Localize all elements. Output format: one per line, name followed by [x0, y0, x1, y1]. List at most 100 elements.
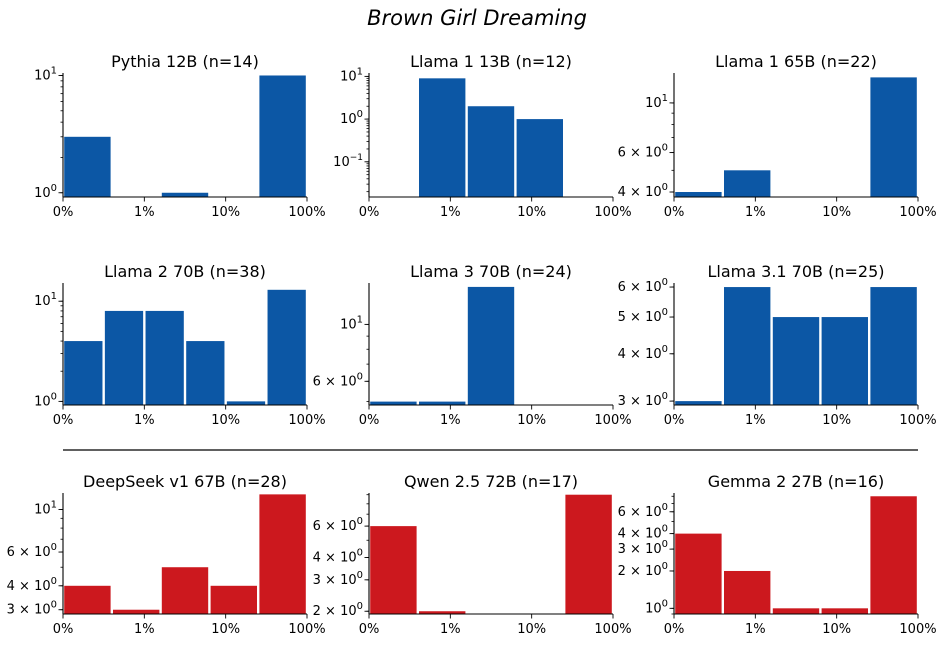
bar	[226, 401, 266, 405]
x-tick-label: 10%	[211, 413, 240, 428]
x-tick-label: 0%	[53, 205, 74, 220]
chart-panel: Llama 3.1 70B (n=25) 3 × 100 4 × 100 5 × 10…	[618, 262, 937, 428]
x-tick-label: 0%	[53, 413, 74, 428]
y-tick-label: 6 × 100	[313, 371, 363, 389]
bar	[64, 585, 111, 614]
bar	[467, 286, 515, 405]
x-tick-label: 10%	[517, 622, 546, 637]
chart-title: Llama 3 70B (n=24)	[410, 262, 572, 281]
chart-title: Llama 1 65B (n=22)	[715, 52, 877, 71]
bar	[113, 609, 160, 614]
bar	[675, 533, 722, 614]
x-tick-label: 1%	[745, 205, 766, 220]
chart-title: DeepSeek v1 67B (n=28)	[83, 472, 287, 491]
y-tick-label: 101	[340, 66, 363, 84]
x-tick-label: 10%	[517, 413, 546, 428]
y-tick-label: 6 × 100	[7, 542, 57, 560]
x-tick-label: 0%	[359, 413, 380, 428]
figure-title: Brown Girl Dreaming	[367, 6, 587, 30]
y-tick-label: 101	[34, 291, 57, 309]
y-tick-label: 101	[34, 65, 57, 83]
bar	[724, 287, 771, 405]
y-tick-label: 6 × 100	[618, 502, 668, 520]
bar	[772, 608, 820, 614]
y-tick-label: 4 × 100	[618, 524, 668, 542]
chart-title: Llama 3.1 70B (n=25)	[708, 262, 885, 281]
y-tick-label: 3 × 100	[7, 600, 57, 618]
x-tick-label: 100%	[594, 205, 631, 220]
x-tick-label: 100%	[594, 622, 631, 637]
chart-panel: Llama 1 13B (n=12) 10−1 100 101 0% 1% 10% 100%	[333, 52, 631, 220]
x-tick-label: 1%	[440, 622, 461, 637]
bar	[419, 78, 466, 197]
x-tick-label: 1%	[134, 413, 155, 428]
y-tick-label: 10−1	[333, 153, 363, 170]
x-tick-label: 10%	[822, 622, 851, 637]
x-tick-label: 10%	[822, 205, 851, 220]
chart-panel: Llama 1 65B (n=22) 4 × 100 6 × 100 101 0% 1% 1…	[618, 52, 937, 220]
bar	[259, 494, 306, 614]
chart-panel: Pythia 12B (n=14) 100 101 0% 1% 10% 100%	[34, 52, 326, 220]
y-tick-label: 2 × 100	[618, 561, 668, 579]
y-tick-label: 100	[34, 391, 57, 409]
x-tick-label: 10%	[517, 205, 546, 220]
bar	[259, 75, 306, 197]
x-tick-label: 1%	[134, 622, 155, 637]
y-tick-label: 5 × 100	[618, 307, 668, 325]
y-tick-label: 101	[645, 93, 668, 111]
bar	[267, 289, 306, 405]
y-tick-label: 4 × 100	[618, 182, 668, 200]
y-tick-label: 2 × 100	[313, 601, 363, 619]
y-tick-label: 6 × 100	[313, 516, 363, 534]
y-tick-label: 6 × 100	[618, 143, 668, 161]
y-tick-label: 4 × 100	[7, 576, 57, 594]
y-tick-label: 101	[340, 314, 363, 332]
y-tick-label: 4 × 100	[313, 548, 363, 566]
y-tick-label: 100	[340, 109, 363, 127]
x-tick-label: 100%	[594, 413, 631, 428]
x-tick-label: 1%	[440, 205, 461, 220]
chart-title: Llama 1 13B (n=12)	[410, 52, 572, 71]
x-tick-label: 0%	[359, 622, 380, 637]
x-tick-label: 1%	[440, 413, 461, 428]
y-tick-label: 3 × 100	[313, 570, 363, 588]
bar	[516, 119, 563, 197]
bar	[870, 496, 917, 614]
bar	[675, 401, 722, 405]
bar	[64, 136, 111, 197]
bar	[161, 567, 209, 614]
bar	[210, 585, 257, 614]
bar	[161, 192, 209, 197]
chart-panel: DeepSeek v1 67B (n=28) 3 × 100 4 × 100 6 × …	[7, 472, 326, 637]
bar	[821, 317, 868, 405]
y-tick-label: 100	[34, 183, 57, 201]
chart-title: Llama 2 70B (n=38)	[104, 262, 266, 281]
y-tick-label: 3 × 100	[618, 391, 668, 409]
chart-panel: Llama 3 70B (n=24) 6 × 100 101 0% 1% 10% 100%	[313, 262, 632, 428]
x-tick-label: 10%	[822, 413, 851, 428]
x-tick-label: 100%	[288, 413, 325, 428]
bar	[724, 170, 771, 197]
chart-panel: Llama 2 70B (n=38) 100 101 0% 1% 10% 100%	[34, 262, 326, 428]
bar	[675, 192, 722, 197]
x-tick-label: 10%	[211, 622, 240, 637]
chart-title: Qwen 2.5 72B (n=17)	[404, 472, 578, 491]
y-tick-label: 101	[34, 500, 57, 518]
bar	[186, 341, 225, 405]
x-tick-label: 100%	[899, 622, 936, 637]
chart-title: Pythia 12B (n=14)	[111, 52, 259, 71]
bar	[419, 401, 466, 405]
bar	[724, 570, 771, 614]
x-tick-label: 0%	[359, 205, 380, 220]
bar	[870, 287, 917, 405]
x-tick-label: 1%	[745, 413, 766, 428]
x-tick-label: 10%	[211, 205, 240, 220]
y-tick-label: 4 × 100	[618, 344, 668, 362]
bar	[419, 611, 466, 614]
chart-panel: Qwen 2.5 72B (n=17) 2 × 100 3 × 100 4 × 100…	[313, 472, 632, 637]
chart-title: Gemma 2 27B (n=16)	[708, 472, 884, 491]
x-tick-label: 1%	[745, 622, 766, 637]
